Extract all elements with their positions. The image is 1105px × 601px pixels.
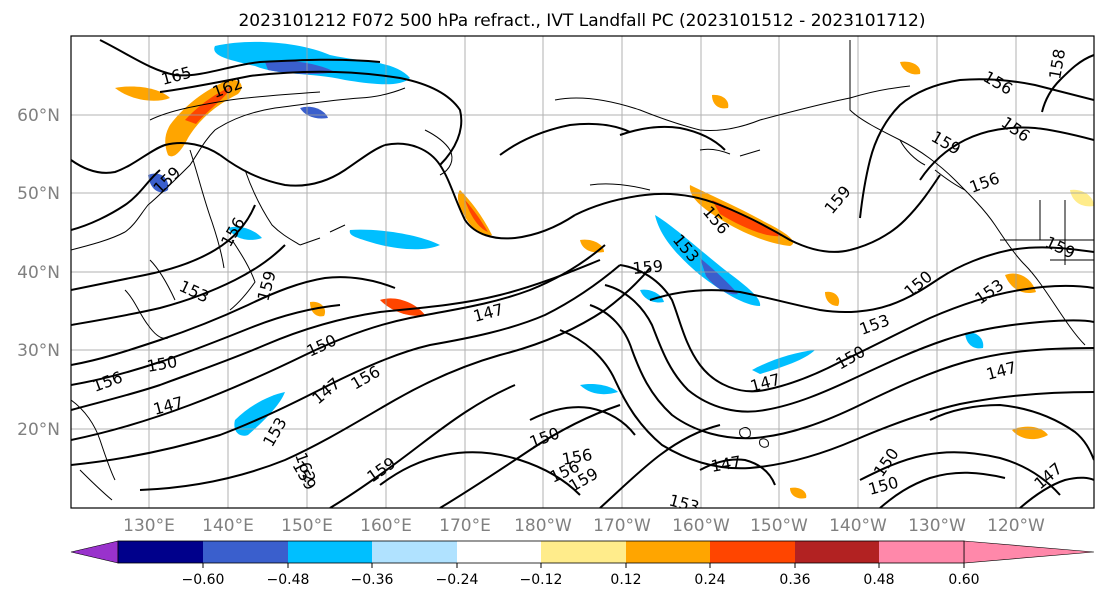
lon-label: 140°E [202, 516, 254, 536]
lon-label: 170°E [439, 516, 491, 536]
colorbar-segment [372, 541, 457, 563]
colorbar-tick-label: −0.36 [351, 572, 394, 588]
colorbar-ticks [202, 563, 965, 568]
colorbar-segment [710, 541, 795, 563]
lon-label: 150°W [750, 516, 808, 536]
shade-negative [640, 289, 664, 303]
lon-label: 160°W [672, 516, 730, 536]
shade-negative [228, 226, 262, 240]
lat-label: 40°N [17, 263, 60, 283]
lon-label: 120°W [987, 516, 1045, 536]
lat-label: 30°N [17, 341, 60, 361]
colorbar-tick-label: 0.36 [779, 572, 810, 588]
lat-label: 60°N [17, 106, 60, 126]
shade-positive [115, 86, 170, 101]
colorbar-tick-label: −0.24 [436, 572, 479, 588]
shade-negative [965, 332, 984, 349]
shade-positive [380, 298, 425, 316]
shade-positive [580, 239, 604, 253]
contour-lines [71, 39, 1094, 508]
lat-label: 50°N [17, 184, 60, 204]
colorbar-tick-label: −0.48 [267, 572, 310, 588]
colorbar-segment [795, 541, 879, 563]
figure-title: 2023101212 F072 500 hPa refract., IVT La… [238, 11, 925, 31]
shade-positive [1012, 426, 1048, 440]
colorbar-segment [541, 541, 626, 563]
colorbar-segment [457, 541, 541, 563]
shade-negative [655, 215, 761, 306]
colorbar-segment [118, 541, 203, 563]
colorbar-tick-label: −0.12 [520, 572, 563, 588]
colorbar: −0.60 −0.48 −0.36 −0.24 −0.12 0.12 0.24 … [70, 540, 1095, 588]
graticule [71, 36, 1094, 508]
lon-label: 160°E [360, 516, 412, 536]
shade-positive [712, 94, 729, 109]
colorbar-tick-label: 0.12 [610, 572, 641, 588]
colorbar-segment [203, 541, 288, 563]
colorbar-tick-label: −0.60 [182, 572, 225, 588]
colorbar-tick-label: 0.60 [948, 572, 979, 588]
latitude-labels: 60°N 50°N 40°N 30°N 20°N [17, 106, 60, 440]
lon-label: 130°W [908, 516, 966, 536]
colorbar-segment [288, 541, 372, 563]
colorbar-segment [626, 541, 710, 563]
colorbar-tick-label: 0.24 [694, 572, 725, 588]
shade-positive [790, 487, 807, 499]
lat-label: 20°N [17, 420, 60, 440]
longitude-labels: 130°E 140°E 150°E 160°E 170°E 180°W 170°… [123, 516, 1045, 536]
shade-negative [752, 350, 815, 374]
lon-label: 170°W [593, 516, 651, 536]
coastlines [71, 40, 1094, 501]
lon-label: 130°E [123, 516, 175, 536]
lon-label: 150°E [281, 516, 333, 536]
colorbar-tick-label: 0.48 [863, 572, 894, 588]
shade-positive [465, 200, 488, 232]
colorbar-min-extend [70, 540, 119, 564]
lon-label: 140°W [829, 516, 887, 536]
shade-negative [580, 383, 618, 395]
shade-negative [700, 258, 738, 295]
colorbar-max-extend [963, 540, 1095, 564]
shade-positive [900, 61, 921, 75]
shade-positive [825, 291, 840, 306]
shade-positive [165, 79, 242, 157]
colorbar-segment [879, 541, 964, 563]
map-panel: 165 162 159 156 153 150 147 159 156 153 … [70, 35, 1095, 509]
map-frame [70, 35, 1095, 509]
shade-positive [1070, 189, 1094, 207]
contour-label: 159 [632, 256, 664, 278]
shade-negative [349, 229, 440, 250]
lon-label: 180°W [514, 516, 572, 536]
